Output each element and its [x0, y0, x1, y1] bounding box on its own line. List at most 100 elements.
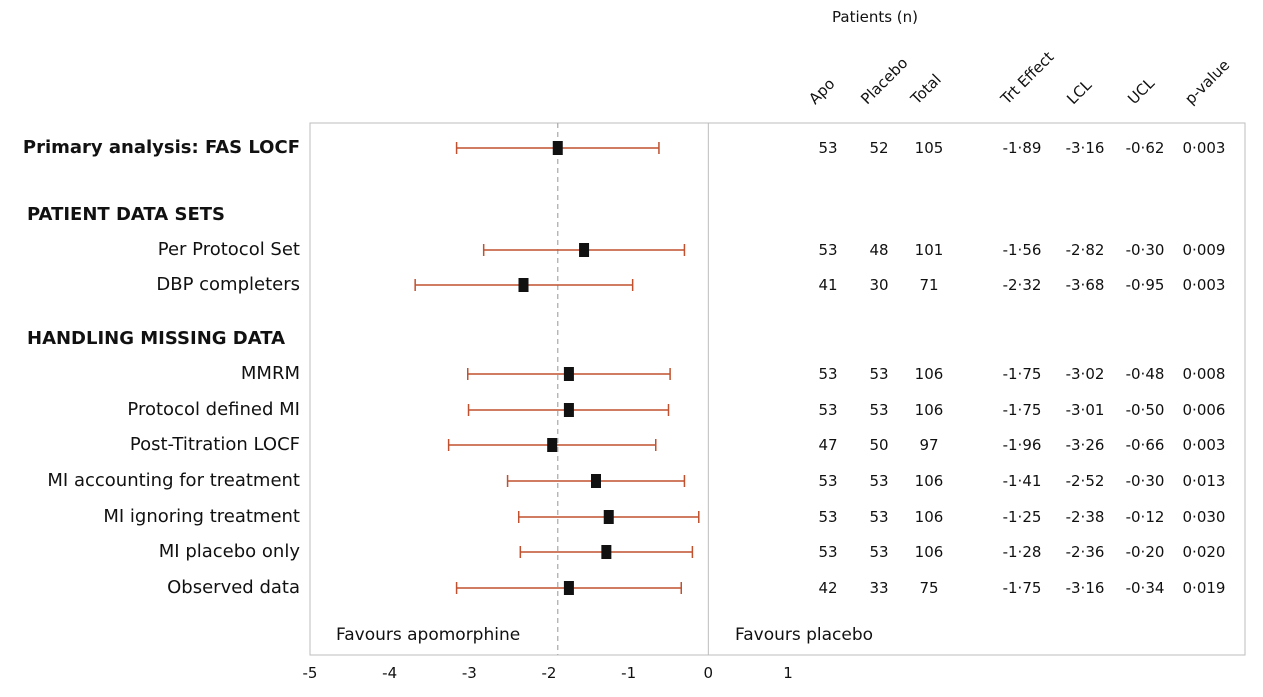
cell-trt: -1·28 — [1002, 543, 1042, 561]
cell-total: 75 — [919, 579, 939, 597]
row-label: Primary analysis: FAS LOCF — [22, 137, 300, 158]
cell-trt: -1·96 — [1002, 436, 1042, 454]
cell-p: 0·008 — [1182, 365, 1226, 383]
x-tick-label: -4 — [382, 664, 398, 682]
cell-apo: 47 — [818, 436, 838, 454]
row-label: Protocol defined MI — [127, 399, 300, 420]
patients-header: Patients (n) — [832, 8, 919, 26]
cell-placebo: 53 — [869, 472, 889, 490]
cell-ucl: -0·66 — [1125, 436, 1165, 454]
cell-placebo: 52 — [869, 139, 889, 157]
section-heading: HANDLING MISSING DATA — [27, 328, 286, 349]
cell-trt: -1·25 — [1002, 508, 1042, 526]
cell-apo: 53 — [818, 139, 838, 157]
cell-placebo: 53 — [869, 543, 889, 561]
cell-total: 105 — [914, 139, 944, 157]
cell-trt: -1·89 — [1002, 139, 1042, 157]
cell-lcl: -2·36 — [1065, 543, 1105, 561]
section-heading: PATIENT DATA SETS — [27, 204, 226, 225]
cell-lcl: -3·26 — [1065, 436, 1105, 454]
cell-ucl: -0·20 — [1125, 543, 1165, 561]
cell-ucl: -0·50 — [1125, 401, 1165, 419]
point-estimate-marker — [563, 403, 574, 417]
cell-placebo: 53 — [869, 508, 889, 526]
cell-ucl: -0·48 — [1125, 365, 1165, 383]
cell-placebo: 50 — [869, 436, 889, 454]
cell-ucl: -0·34 — [1125, 579, 1165, 597]
plot-frame — [309, 122, 1246, 656]
point-estimate-marker — [579, 243, 590, 257]
cell-apo: 53 — [818, 365, 838, 383]
cell-ucl: -0·30 — [1125, 241, 1165, 259]
cell-total: 106 — [914, 365, 944, 383]
cell-total: 71 — [919, 276, 939, 294]
cell-lcl: -3·01 — [1065, 401, 1105, 419]
cell-trt: -2·32 — [1002, 276, 1042, 294]
x-tick-label: -1 — [621, 664, 637, 682]
cell-total: 101 — [914, 241, 944, 259]
cell-p: 0·030 — [1182, 508, 1226, 526]
cell-p: 0·003 — [1182, 436, 1226, 454]
row-label: MMRM — [240, 363, 300, 384]
cell-lcl: -3·16 — [1065, 139, 1105, 157]
cell-lcl: -3·16 — [1065, 579, 1105, 597]
cell-total: 106 — [914, 508, 944, 526]
point-estimate-marker — [518, 278, 529, 292]
cell-ucl: -0·30 — [1125, 472, 1165, 490]
row-label: MI ignoring treatment — [103, 506, 300, 527]
row-label: MI accounting for treatment — [47, 470, 300, 491]
cell-trt: -1·75 — [1002, 401, 1042, 419]
cell-ucl: -0·95 — [1125, 276, 1165, 294]
cell-trt: -1·75 — [1002, 365, 1042, 383]
cell-total: 106 — [914, 543, 944, 561]
cell-lcl: -2·38 — [1065, 508, 1105, 526]
cell-ucl: -0·12 — [1125, 508, 1165, 526]
cell-apo: 41 — [818, 276, 838, 294]
cell-p: 0·003 — [1182, 276, 1226, 294]
favours-apomorphine-label: Favours apomorphine — [336, 625, 521, 645]
cell-total: 106 — [914, 472, 944, 490]
row-label: Post-Titration LOCF — [129, 434, 300, 455]
x-tick-label: -3 — [461, 664, 477, 682]
cell-p: 0·009 — [1182, 241, 1226, 259]
favours-placebo-label: Favours placebo — [735, 625, 874, 645]
x-tick-label: 1 — [783, 664, 793, 682]
x-tick-label: -5 — [302, 664, 318, 682]
cell-placebo: 30 — [869, 276, 889, 294]
x-tick-label: -2 — [541, 664, 557, 682]
cell-trt: -1·41 — [1002, 472, 1042, 490]
cell-apo: 53 — [818, 472, 838, 490]
cell-placebo: 53 — [869, 365, 889, 383]
cell-apo: 53 — [818, 543, 838, 561]
point-estimate-marker — [547, 438, 558, 452]
point-estimate-marker — [601, 545, 612, 559]
point-estimate-marker — [603, 510, 614, 524]
row-label: Observed data — [167, 577, 300, 598]
cell-lcl: -3·68 — [1065, 276, 1105, 294]
cell-p: 0·013 — [1182, 472, 1226, 490]
cell-p: 0·006 — [1182, 401, 1226, 419]
cell-lcl: -2·52 — [1065, 472, 1105, 490]
cell-apo: 53 — [818, 241, 838, 259]
cell-lcl: -3·02 — [1065, 365, 1105, 383]
point-estimate-marker — [563, 581, 574, 595]
cell-p: 0·020 — [1182, 543, 1226, 561]
cell-p: 0·003 — [1182, 139, 1226, 157]
point-estimate-marker — [591, 474, 602, 488]
cell-trt: -1·56 — [1002, 241, 1042, 259]
cell-apo: 53 — [818, 401, 838, 419]
cell-apo: 42 — [818, 579, 838, 597]
cell-placebo: 33 — [869, 579, 889, 597]
cell-lcl: -2·82 — [1065, 241, 1105, 259]
cell-placebo: 48 — [869, 241, 889, 259]
point-estimate-marker — [552, 141, 563, 155]
row-label: MI placebo only — [158, 541, 300, 562]
cell-total: 97 — [919, 436, 939, 454]
cell-p: 0·019 — [1182, 579, 1226, 597]
cell-ucl: -0·62 — [1125, 139, 1165, 157]
row-label: Per Protocol Set — [157, 239, 300, 260]
x-tick-label: 0 — [703, 664, 714, 682]
cell-apo: 53 — [818, 508, 838, 526]
